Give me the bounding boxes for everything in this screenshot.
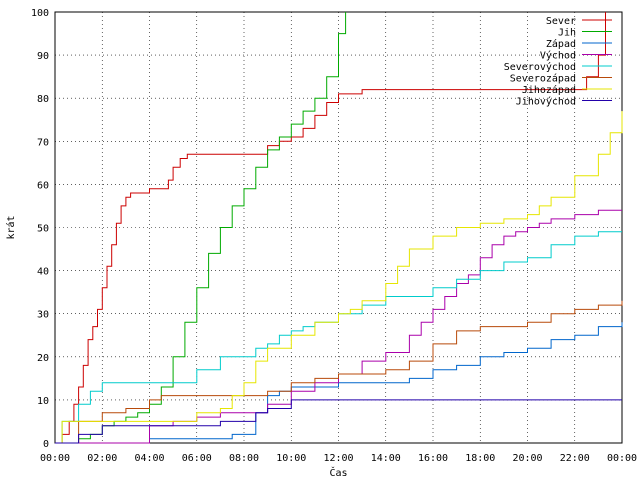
legend-label: Jih — [558, 28, 576, 39]
y-tick-label: 90 — [37, 51, 49, 62]
y-tick-label: 10 — [37, 396, 49, 407]
x-tick-label: 22:00 — [560, 453, 590, 464]
x-tick-label: 08:00 — [229, 453, 259, 464]
x-axis-ticks: 00:00 02:00 04:00 06:00 08:00 10:00 12:00 14:00… — [40, 453, 637, 464]
legend-label: Východ — [540, 50, 576, 62]
y-tick-label: 40 — [37, 267, 49, 278]
legend: SeverJihZápadVýchodSeverovýchodSeverozáp… — [504, 16, 612, 108]
legend-label: Jihozápad — [522, 84, 576, 96]
legend-label: Sever — [546, 16, 576, 27]
x-tick-label: 10:00 — [276, 453, 306, 464]
series-line-2 — [55, 322, 623, 444]
y-tick-label: 30 — [37, 310, 49, 321]
x-tick-label: 14:00 — [371, 453, 401, 464]
x-tick-label: 12:00 — [323, 453, 353, 464]
x-tick-label: 16:00 — [418, 453, 448, 464]
legend-label: Severovýchod — [504, 61, 576, 73]
y-tick-label: 50 — [37, 224, 49, 235]
x-tick-label: 06:00 — [182, 453, 212, 464]
legend-label: Severozápad — [510, 73, 576, 85]
y-tick-label: 80 — [37, 94, 49, 105]
series-lines — [55, 12, 623, 444]
series-line-4 — [55, 231, 622, 444]
x-tick-label: 04:00 — [134, 453, 164, 464]
series-line-5 — [55, 300, 623, 444]
y-axis-label: krát — [5, 215, 17, 239]
series-line-3 — [55, 209, 622, 444]
x-tick-label: 00:00 — [607, 453, 637, 464]
y-tick-label: 20 — [37, 353, 49, 364]
x-tick-label: 00:00 — [40, 453, 70, 464]
x-tick-label: 18:00 — [465, 453, 495, 464]
series-line-7 — [55, 399, 622, 444]
y-tick-label: 100 — [31, 8, 49, 19]
series-line-6 — [55, 111, 623, 444]
y-axis-ticks: 0 10 20 30 40 50 60 70 80 90 100 — [31, 8, 49, 450]
x-tick-label: 02:00 — [87, 453, 117, 464]
plot-area — [54, 11, 623, 444]
y-tick-label: 60 — [37, 180, 49, 191]
series-line-1 — [55, 12, 347, 444]
y-tick-label: 70 — [37, 137, 49, 148]
x-tick-label: 20:00 — [512, 453, 542, 464]
series-line-0 — [55, 12, 606, 444]
x-axis-label: Čas — [329, 466, 347, 479]
legend-label: Západ — [546, 38, 576, 50]
y-tick-label: 0 — [43, 439, 49, 450]
legend-label: Jihovýchod — [516, 96, 576, 108]
